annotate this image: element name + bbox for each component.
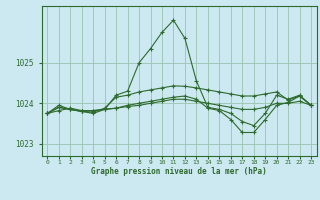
X-axis label: Graphe pression niveau de la mer (hPa): Graphe pression niveau de la mer (hPa) (91, 167, 267, 176)
